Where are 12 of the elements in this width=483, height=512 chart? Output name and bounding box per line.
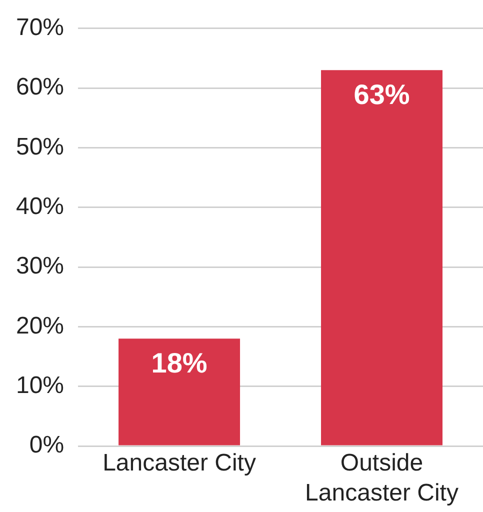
data-label: 18% [151, 347, 208, 378]
y-tick-label: 30% [16, 252, 64, 280]
y-tick-label: 40% [16, 192, 64, 220]
data-label: 63% [354, 78, 410, 110]
x-tick-label: Outside Lancaster City [305, 450, 458, 507]
y-tick-label: 10% [16, 372, 64, 399]
y-tick-label: 20% [16, 312, 64, 340]
x-tick-label: Lancaster City [102, 450, 256, 477]
y-tick-label: 70% [16, 14, 64, 42]
y-tick-label: 0% [29, 432, 64, 459]
y-tick-label: 60% [16, 74, 64, 101]
y-tick-label: 50% [16, 133, 64, 160]
